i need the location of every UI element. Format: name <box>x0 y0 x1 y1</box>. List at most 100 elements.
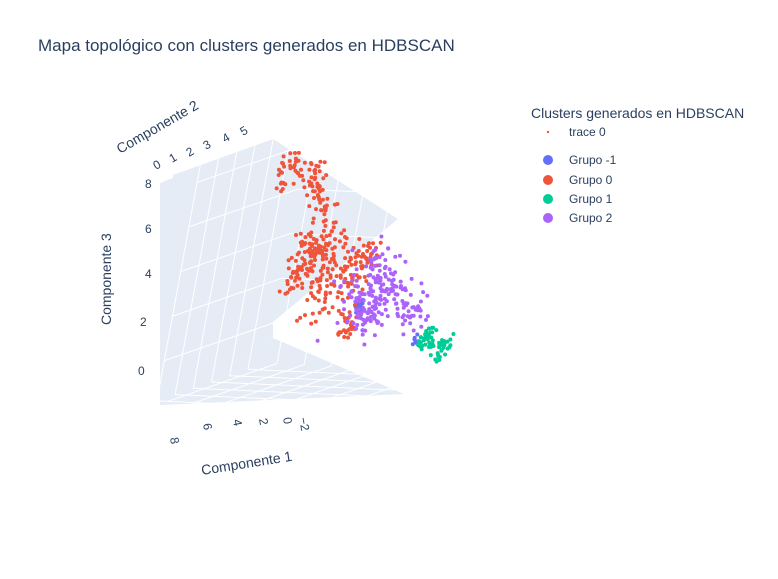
data-point <box>285 279 290 283</box>
data-point <box>443 352 448 357</box>
data-point <box>366 244 370 248</box>
data-point <box>323 296 328 301</box>
data-point <box>281 181 286 185</box>
z-tick-label: 0 <box>138 364 145 378</box>
data-point <box>310 269 315 274</box>
data-point <box>328 290 333 295</box>
data-point <box>385 314 390 319</box>
data-point <box>383 307 388 312</box>
data-point <box>373 255 378 260</box>
data-point <box>304 272 309 277</box>
legend-item-grupo-minus-1[interactable]: Grupo -1 <box>543 153 617 167</box>
data-point <box>377 280 381 285</box>
legend-item-grupo-0[interactable]: Grupo 0 <box>543 173 613 187</box>
data-point <box>369 264 374 269</box>
data-point <box>430 341 435 346</box>
data-point <box>349 289 354 294</box>
data-point <box>421 338 426 343</box>
data-point <box>365 249 370 253</box>
data-point <box>341 245 346 250</box>
data-point <box>314 207 318 212</box>
data-point <box>309 291 314 296</box>
data-point <box>442 340 447 345</box>
data-point <box>384 288 389 293</box>
data-point <box>294 233 298 237</box>
data-point <box>394 301 398 306</box>
data-point <box>353 262 358 267</box>
data-point <box>318 159 323 164</box>
legend-item-trace-0[interactable]: trace 0 <box>546 125 606 139</box>
data-point <box>326 243 330 248</box>
data-point <box>400 322 405 327</box>
data-point <box>332 279 337 284</box>
data-point <box>319 234 324 239</box>
data-point <box>322 212 327 217</box>
data-point <box>317 169 322 174</box>
data-point <box>410 305 415 310</box>
data-point <box>316 249 321 254</box>
data-point <box>322 300 327 304</box>
data-point <box>368 287 373 292</box>
data-point <box>321 263 326 268</box>
data-point <box>386 277 391 282</box>
data-point <box>430 325 434 330</box>
data-point <box>305 193 310 198</box>
data-point <box>320 272 325 277</box>
x-tick-label: 4 <box>230 418 245 427</box>
data-point <box>349 295 354 300</box>
data-point <box>310 294 315 299</box>
gridline-x <box>385 372 495 412</box>
scene[interactable] <box>156 122 549 412</box>
legend: Clusters generados en HDBSCAN trace 0 Gr… <box>531 105 744 225</box>
data-point <box>330 246 335 251</box>
data-point <box>314 240 318 245</box>
data-point <box>410 342 415 347</box>
legend-item-grupo-2[interactable]: Grupo 2 <box>543 211 613 225</box>
data-point <box>320 257 325 262</box>
data-point <box>283 291 288 296</box>
legend-marker <box>543 175 553 185</box>
data-point <box>369 310 374 314</box>
legend-item-grupo-1[interactable]: Grupo 1 <box>543 192 613 206</box>
data-point <box>329 256 334 261</box>
data-point <box>400 287 405 292</box>
data-point <box>418 335 423 340</box>
data-point <box>303 235 308 240</box>
data-point <box>392 297 397 302</box>
data-point <box>368 318 373 323</box>
data-point <box>333 237 337 242</box>
y-tick-label: 0 <box>151 157 164 173</box>
data-point <box>301 178 306 183</box>
data-point <box>346 295 350 300</box>
data-point <box>330 229 334 234</box>
data-point <box>353 303 357 307</box>
data-point <box>342 307 346 312</box>
data-point <box>353 284 358 289</box>
data-point <box>421 290 426 295</box>
data-point <box>369 252 374 257</box>
data-point <box>316 164 321 169</box>
data-point <box>357 299 362 304</box>
data-point <box>307 167 312 172</box>
data-point <box>367 301 372 306</box>
gridline-x <box>494 132 540 374</box>
data-point <box>293 278 297 283</box>
data-point <box>330 305 335 310</box>
data-point <box>298 315 303 320</box>
data-point <box>340 312 345 317</box>
data-point <box>439 348 444 353</box>
data-point <box>320 307 325 312</box>
data-point <box>298 266 303 271</box>
data-point <box>401 305 406 310</box>
data-point <box>285 282 290 287</box>
data-point <box>382 296 387 301</box>
data-point <box>309 244 314 248</box>
data-point <box>437 355 442 359</box>
data-point <box>398 253 402 258</box>
data-point <box>323 290 328 295</box>
data-point <box>350 278 355 283</box>
data-point <box>331 254 336 258</box>
data-point <box>320 197 325 202</box>
data-point <box>296 150 301 155</box>
data-point <box>309 321 314 326</box>
